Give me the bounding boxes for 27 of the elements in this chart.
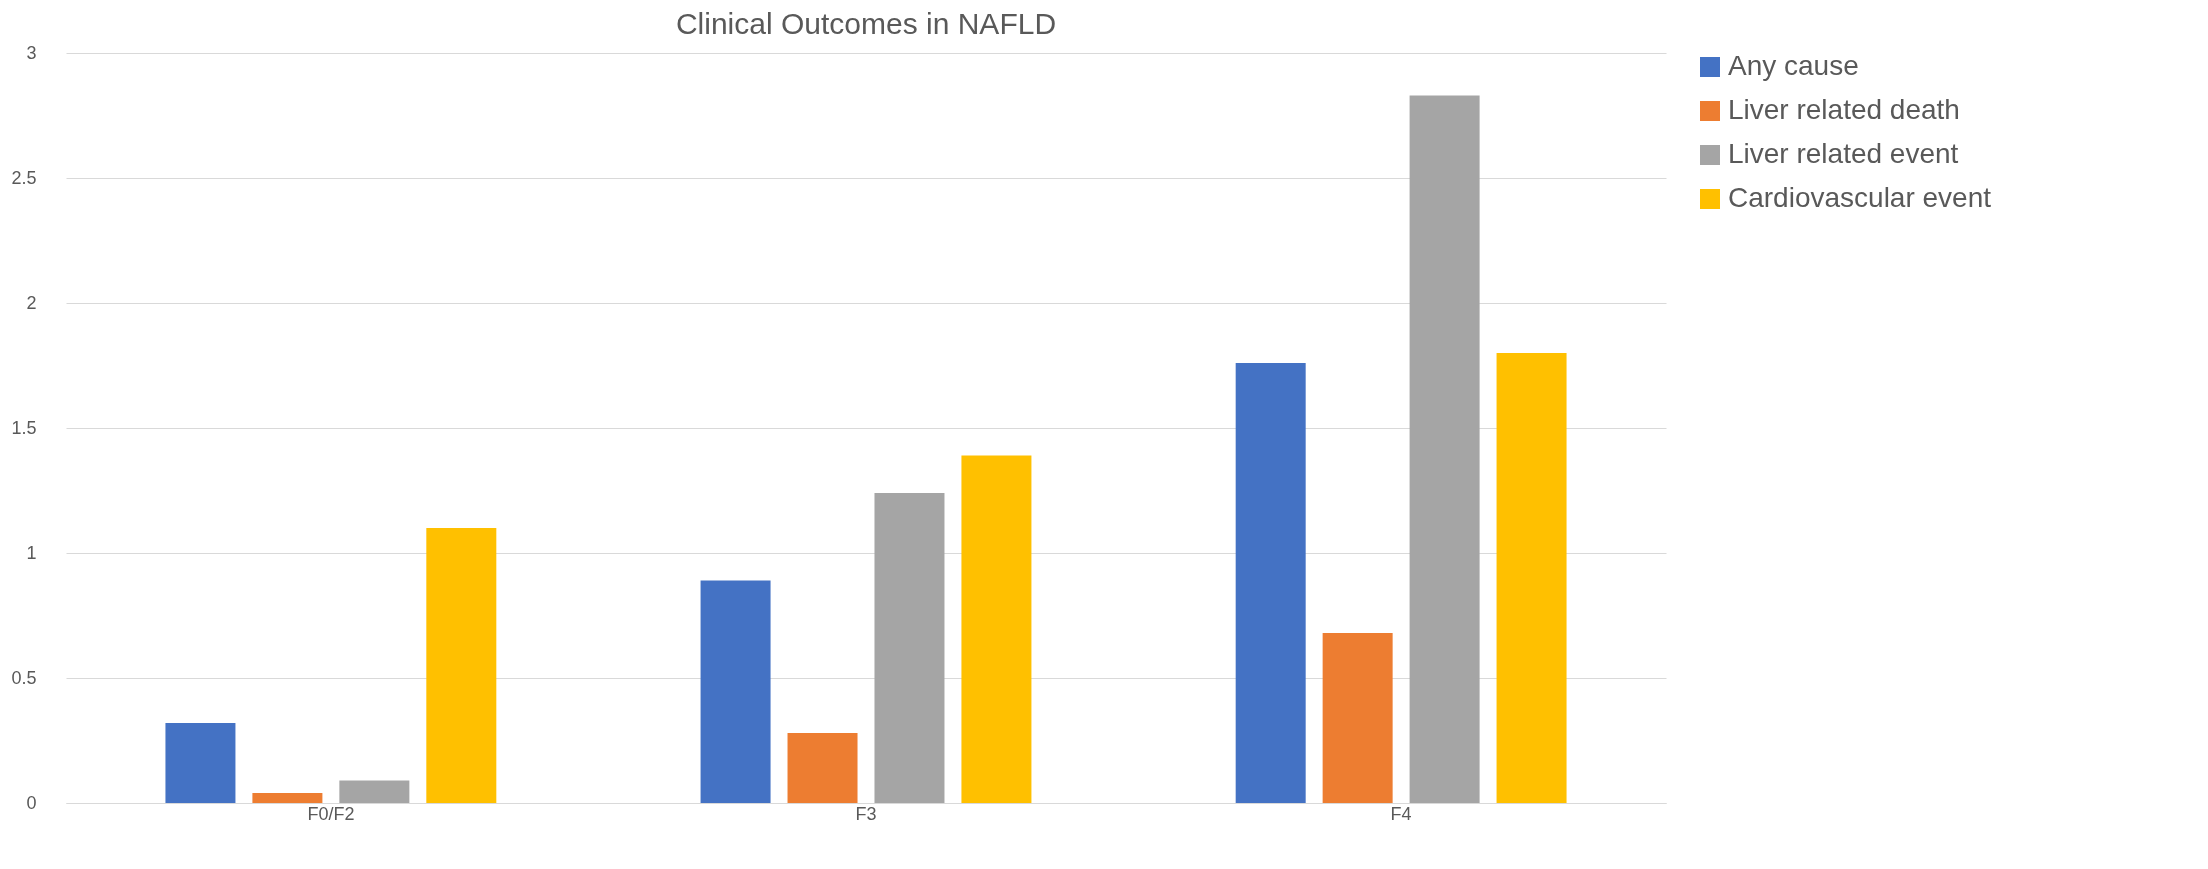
bar [700, 580, 771, 803]
legend-label: Liver related event [1728, 138, 1959, 169]
x-tick-label: F4 [1390, 803, 1412, 824]
x-tick-label: F0/F2 [307, 803, 355, 824]
chart-title: Clinical Outcomes in NAFLD [675, 7, 1057, 40]
y-tick-label: 2 [26, 292, 37, 313]
bar [961, 455, 1032, 803]
bar [874, 493, 945, 803]
bar [1235, 363, 1306, 803]
bar [1496, 353, 1567, 803]
bar [1409, 95, 1480, 803]
legend-label: Liver related death [1728, 94, 1960, 125]
bar [339, 780, 410, 803]
bar [787, 733, 858, 803]
y-tick-label: 0.5 [11, 667, 37, 688]
y-tick-label: 1 [26, 542, 37, 563]
bar [426, 528, 497, 803]
bar [165, 723, 236, 803]
bar [252, 793, 323, 803]
y-tick-label: 2.5 [11, 167, 37, 188]
legend-label: Cardiovascular event [1728, 182, 1992, 213]
y-tick-label: 1.5 [11, 417, 37, 438]
x-tick-label: F3 [855, 803, 877, 824]
y-tick-label: 0 [26, 792, 37, 813]
y-tick-label: 3 [26, 42, 37, 63]
legend-label: Any cause [1728, 50, 1859, 81]
bar [1322, 633, 1393, 803]
